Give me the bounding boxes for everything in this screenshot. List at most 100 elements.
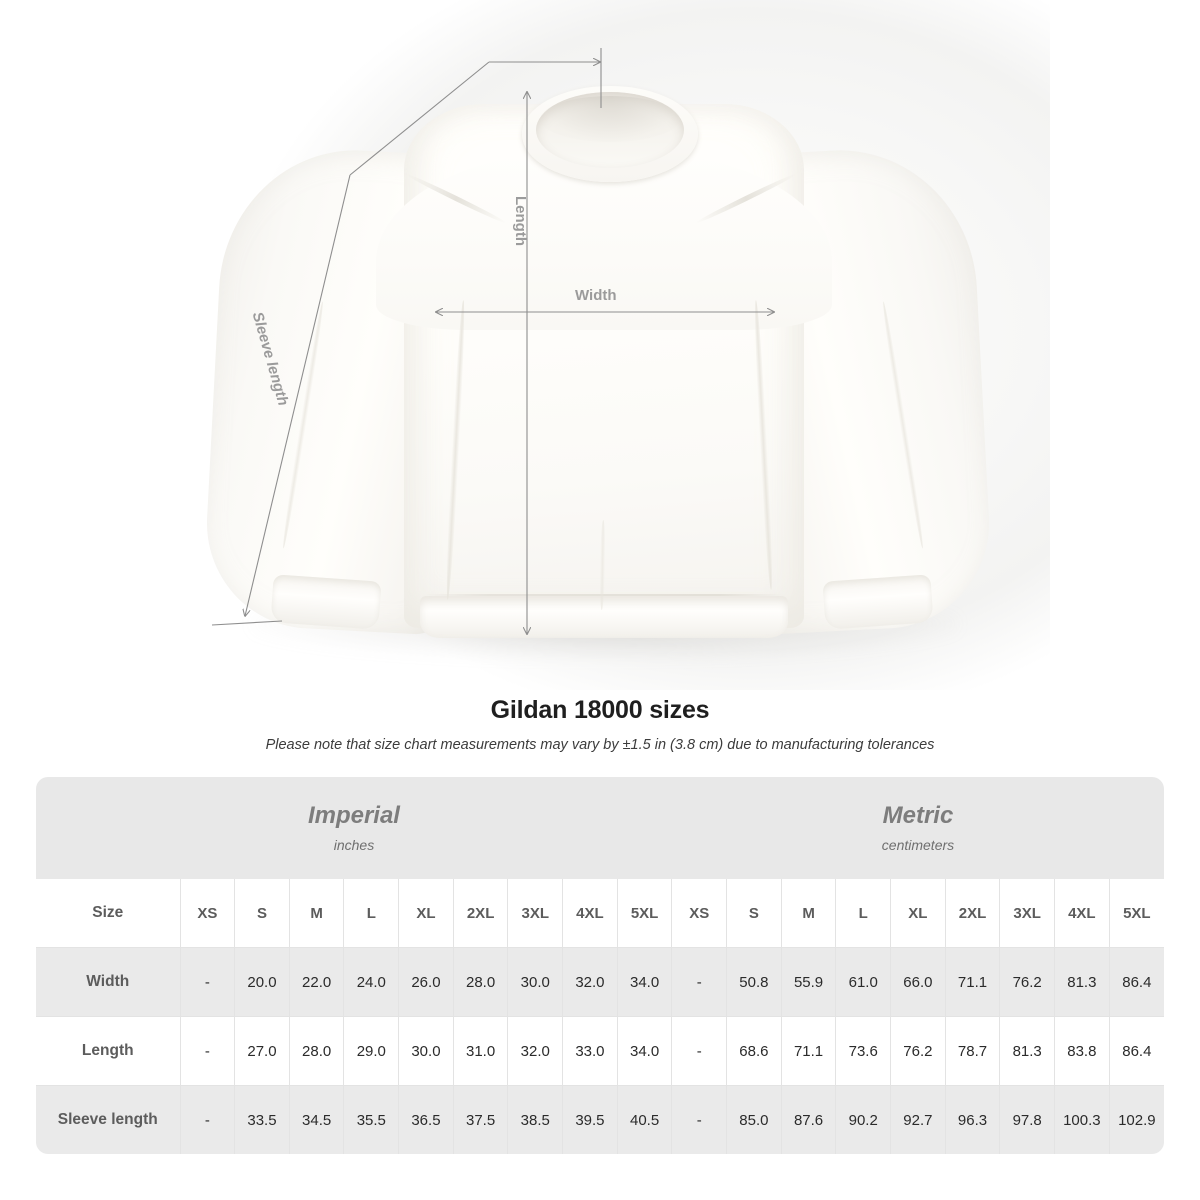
cell-metric-xs: - [671, 1016, 728, 1086]
cell-metric-2xl: 71.1 [944, 947, 1001, 1017]
unit-name-imperial: Imperial [307, 801, 400, 829]
cell-imperial-5xl: 34.0 [616, 1016, 673, 1086]
page-title: Gildan 18000 sizes [490, 696, 710, 724]
cell-metric-5xl: 86.4 [1108, 1016, 1164, 1086]
cell-imperial-4xl: 32.0 [562, 947, 618, 1017]
cell-metric-m: 55.9 [780, 947, 837, 1017]
unit-name-metric: Metric [882, 801, 954, 829]
cell-imperial-4xl: 39.5 [562, 1085, 618, 1154]
column-header-imperial-3xl: 3XL [507, 879, 564, 948]
table-row: Length -27.0 28.0 29.0 30.0 31.0 32.0 33.0 34.0-… [36, 1016, 1164, 1086]
cell-imperial-2xl: 28.0 [452, 947, 509, 1017]
column-header-metric-s: S [726, 879, 782, 948]
column-header-imperial-xs: XS [179, 879, 236, 948]
cell-metric-4xl: 81.3 [1054, 947, 1110, 1017]
column-header-imperial-xl: XL [398, 879, 454, 948]
row-label-length: Length [36, 1016, 181, 1086]
cell-metric-2xl: 96.3 [944, 1085, 1001, 1154]
cell-metric-m: 71.1 [780, 1016, 837, 1086]
cell-metric-4xl: 83.8 [1054, 1016, 1110, 1086]
table-row: Sleeve length -33.5 34.5 35.5 36.5 37.5 38.5 39… [36, 1085, 1164, 1154]
unit-group-metric: Metric centimeters [671, 777, 1164, 879]
size-header-row: Size XS S M L XL 2XL 3XL 4XL 5XL XS S M L XL 2XL 3XL 4XL 5… [36, 879, 1164, 948]
cell-metric-xl: 92.7 [890, 1085, 946, 1154]
cell-imperial-xs: - [179, 1016, 236, 1086]
cell-metric-s: 50.8 [726, 947, 782, 1017]
product-figure: Width Length Sleeve length [150, 0, 1050, 690]
unit-sub-metric: centimeters [881, 837, 955, 854]
size-chart-table: Imperial inches Metric centimeters Size XS S M L… [36, 777, 1164, 1154]
table-row: Width -20.0 22.0 24.0 26.0 28.0 30.0 32.0 34.0-5… [36, 947, 1164, 1017]
cell-imperial-m: 22.0 [288, 947, 345, 1017]
cell-metric-m: 87.6 [780, 1085, 837, 1154]
column-header-metric-5xl: 5XL [1108, 879, 1164, 948]
row-label-width: Width [36, 947, 181, 1017]
cell-metric-s: 68.6 [726, 1016, 782, 1086]
title-block: Gildan 18000 sizes Please note that size… [0, 690, 1200, 753]
cell-metric-3xl: 76.2 [999, 947, 1056, 1017]
cell-imperial-m: 28.0 [288, 1016, 345, 1086]
column-header-metric-xl: XL [890, 879, 946, 948]
cell-imperial-xs: - [179, 947, 236, 1017]
cell-imperial-5xl: 40.5 [616, 1085, 673, 1154]
cell-imperial-3xl: 30.0 [507, 947, 564, 1017]
cell-imperial-xl: 30.0 [398, 1016, 454, 1086]
cell-imperial-s: 20.0 [234, 947, 290, 1017]
cell-imperial-5xl: 34.0 [616, 947, 673, 1017]
cell-imperial-2xl: 37.5 [452, 1085, 509, 1154]
row-label-sleeve-length: Sleeve length [36, 1085, 181, 1154]
column-header-metric-3xl: 3XL [999, 879, 1056, 948]
column-header-imperial-2xl: 2XL [452, 879, 509, 948]
cell-metric-xs: - [671, 947, 728, 1017]
cell-imperial-xl: 26.0 [398, 947, 454, 1017]
cell-metric-l: 61.0 [835, 947, 892, 1017]
length-label: Length [512, 196, 529, 246]
collar-shadow [540, 96, 680, 142]
cell-metric-l: 73.6 [835, 1016, 892, 1086]
column-header-metric-m: M [780, 879, 837, 948]
cell-imperial-l: 29.0 [343, 1016, 400, 1086]
column-header-imperial-5xl: 5XL [616, 879, 673, 948]
cell-metric-s: 85.0 [726, 1085, 782, 1154]
cell-imperial-s: 33.5 [234, 1085, 290, 1154]
cell-metric-xs: - [671, 1085, 728, 1154]
column-header-imperial-l: L [343, 879, 400, 948]
cell-imperial-m: 34.5 [288, 1085, 345, 1154]
cell-imperial-xs: - [179, 1085, 236, 1154]
cell-imperial-l: 24.0 [343, 947, 400, 1017]
size-chart-table-wrapper: Imperial inches Metric centimeters Size XS S M L… [36, 777, 1164, 1154]
column-header-size: Size [36, 879, 181, 948]
width-label: Width [575, 287, 617, 304]
cell-imperial-l: 35.5 [343, 1085, 400, 1154]
cell-imperial-xl: 36.5 [398, 1085, 454, 1154]
right-cuff [822, 574, 934, 630]
cell-metric-5xl: 102.9 [1108, 1085, 1164, 1154]
cell-metric-3xl: 97.8 [999, 1085, 1056, 1154]
cell-imperial-s: 27.0 [234, 1016, 290, 1086]
cell-imperial-3xl: 38.5 [507, 1085, 564, 1154]
column-header-metric-4xl: 4XL [1054, 879, 1110, 948]
cell-metric-2xl: 78.7 [944, 1016, 1001, 1086]
cell-metric-xl: 76.2 [890, 1016, 946, 1086]
column-header-metric-l: L [835, 879, 892, 948]
tolerance-note: Please note that size chart measurements… [265, 737, 935, 753]
cell-imperial-3xl: 32.0 [507, 1016, 564, 1086]
cell-metric-xl: 66.0 [890, 947, 946, 1017]
cell-imperial-2xl: 31.0 [452, 1016, 509, 1086]
unit-banner-row: Imperial inches Metric centimeters [36, 777, 1164, 879]
column-header-imperial-m: M [288, 879, 345, 948]
column-header-metric-xs: XS [671, 879, 728, 948]
column-header-imperial-s: S [234, 879, 290, 948]
unit-sub-imperial: inches [333, 837, 375, 854]
waistband [420, 596, 788, 638]
sweatshirt-illustration [201, 86, 995, 660]
unit-group-imperial: Imperial inches [36, 777, 672, 879]
cell-metric-4xl: 100.3 [1054, 1085, 1110, 1154]
cell-metric-l: 90.2 [835, 1085, 892, 1154]
cell-metric-5xl: 86.4 [1108, 947, 1164, 1017]
hem-seam [424, 594, 784, 597]
column-header-metric-2xl: 2XL [944, 879, 1001, 948]
cell-metric-3xl: 81.3 [999, 1016, 1056, 1086]
cell-imperial-4xl: 33.0 [562, 1016, 618, 1086]
left-cuff [270, 574, 382, 630]
